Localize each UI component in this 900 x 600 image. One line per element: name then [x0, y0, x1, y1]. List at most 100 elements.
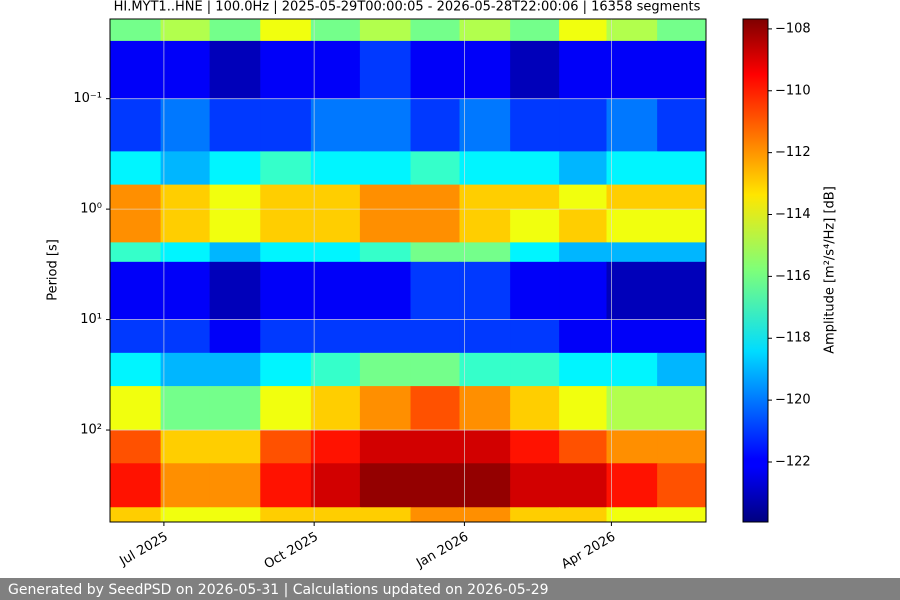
heat-cell: [110, 463, 162, 508]
heat-cell: [359, 40, 412, 100]
heat-cell: [260, 40, 312, 100]
colorbar-tick-label: −116: [775, 269, 811, 284]
heat-cell: [260, 209, 312, 243]
heat-cell: [260, 352, 312, 387]
heat-cell: [559, 386, 608, 431]
heat-cell: [310, 242, 361, 263]
heat-cell: [110, 352, 162, 387]
heat-cell: [110, 151, 162, 186]
heat-cell: [160, 184, 211, 210]
heat-cell: [359, 98, 412, 152]
heat-cell: [209, 386, 261, 431]
heat-cell: [110, 19, 162, 42]
heat-cell: [110, 242, 162, 263]
heat-cell: [510, 386, 560, 431]
heat-cell: [559, 151, 608, 186]
heat-cell: [209, 430, 261, 464]
heat-cell: [559, 184, 608, 210]
heat-cell: [160, 19, 211, 42]
heat-cell: [657, 352, 707, 387]
heat-cell: [459, 209, 511, 243]
heat-cell: [260, 98, 312, 152]
heat-cell: [510, 98, 560, 152]
heat-cell: [209, 209, 261, 243]
heat-cell: [459, 242, 511, 263]
heat-cell: [559, 430, 608, 464]
heat-cell: [657, 261, 707, 321]
heat-cell: [606, 98, 658, 152]
heat-cell: [459, 98, 511, 152]
heat-cell: [559, 242, 608, 263]
heat-cell: [606, 430, 658, 464]
heat-cell: [209, 463, 261, 508]
x-tick-label: Apr 2026: [559, 530, 618, 573]
heat-cell: [459, 386, 511, 431]
heat-cell: [310, 319, 361, 354]
heat-cell: [160, 261, 211, 321]
heat-cell: [160, 151, 211, 186]
heat-cell: [160, 40, 211, 100]
heat-cell: [260, 463, 312, 508]
heat-cell: [260, 261, 312, 321]
x-tick-label: Jan 2026: [413, 530, 471, 572]
heat-cell: [410, 463, 461, 508]
heat-cell: [410, 184, 461, 210]
heat-cell: [510, 430, 560, 464]
heat-cell: [310, 184, 361, 210]
heat-cell: [310, 151, 361, 186]
heat-cell: [359, 184, 412, 210]
heat-cell: [606, 184, 658, 210]
heat-cell: [260, 184, 312, 210]
heat-cell: [606, 319, 658, 354]
heat-cell: [559, 319, 608, 354]
heat-cell: [657, 319, 707, 354]
heat-cell: [606, 19, 658, 42]
heat-cell: [606, 40, 658, 100]
y-axis-label: Period [s]: [46, 239, 61, 301]
heat-cell: [459, 184, 511, 210]
colorbar: [742, 18, 769, 523]
heat-cell: [310, 386, 361, 431]
heat-cell: [510, 40, 560, 100]
heat-cell: [209, 319, 261, 354]
heat-cell: [209, 507, 261, 523]
heat-cell: [606, 242, 658, 263]
heat-cell: [260, 507, 312, 523]
heatmap: [110, 19, 707, 523]
heat-cell: [359, 19, 412, 42]
heat-cell: [559, 209, 608, 243]
heat-cell: [559, 98, 608, 152]
heat-cell: [657, 151, 707, 186]
heat-cell: [110, 184, 162, 210]
heat-cell: [657, 184, 707, 210]
heat-cell: [260, 386, 312, 431]
heat-cell: [359, 151, 412, 186]
heat-cell: [657, 463, 707, 508]
heat-cell: [110, 261, 162, 321]
heat-cell: [410, 242, 461, 263]
heat-cell: [160, 352, 211, 387]
heat-cell: [657, 242, 707, 263]
heat-cell: [606, 261, 658, 321]
heat-cell: [410, 261, 461, 321]
heat-cell: [260, 151, 312, 186]
heat-cell: [606, 209, 658, 243]
heat-cell: [160, 386, 211, 431]
heat-cell: [310, 463, 361, 508]
heat-cell: [209, 242, 261, 263]
heat-cell: [359, 463, 412, 508]
heat-cell: [110, 319, 162, 354]
heat-cell: [209, 98, 261, 152]
heat-cell: [459, 151, 511, 186]
heat-cell: [657, 40, 707, 100]
heat-cell: [459, 261, 511, 321]
footer-text: Generated by SeedPSD on 2026-05-31 | Cal…: [8, 582, 549, 598]
heat-cell: [459, 319, 511, 354]
heat-cell: [559, 463, 608, 508]
heat-cell: [657, 209, 707, 243]
heat-cell: [209, 184, 261, 210]
heat-cell: [310, 507, 361, 523]
y-tick-label: 10¹: [80, 312, 102, 327]
y-tick-label: 10⁻¹: [73, 91, 102, 106]
